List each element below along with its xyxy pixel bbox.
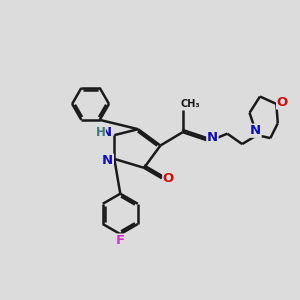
Text: O: O [277, 96, 288, 109]
Text: CH₃: CH₃ [180, 99, 200, 109]
Text: N: N [250, 124, 261, 137]
Text: N: N [102, 154, 113, 167]
Text: F: F [116, 234, 125, 247]
Text: N: N [100, 126, 112, 139]
Text: N: N [207, 131, 218, 144]
Text: O: O [163, 172, 174, 185]
Text: H: H [95, 126, 105, 139]
